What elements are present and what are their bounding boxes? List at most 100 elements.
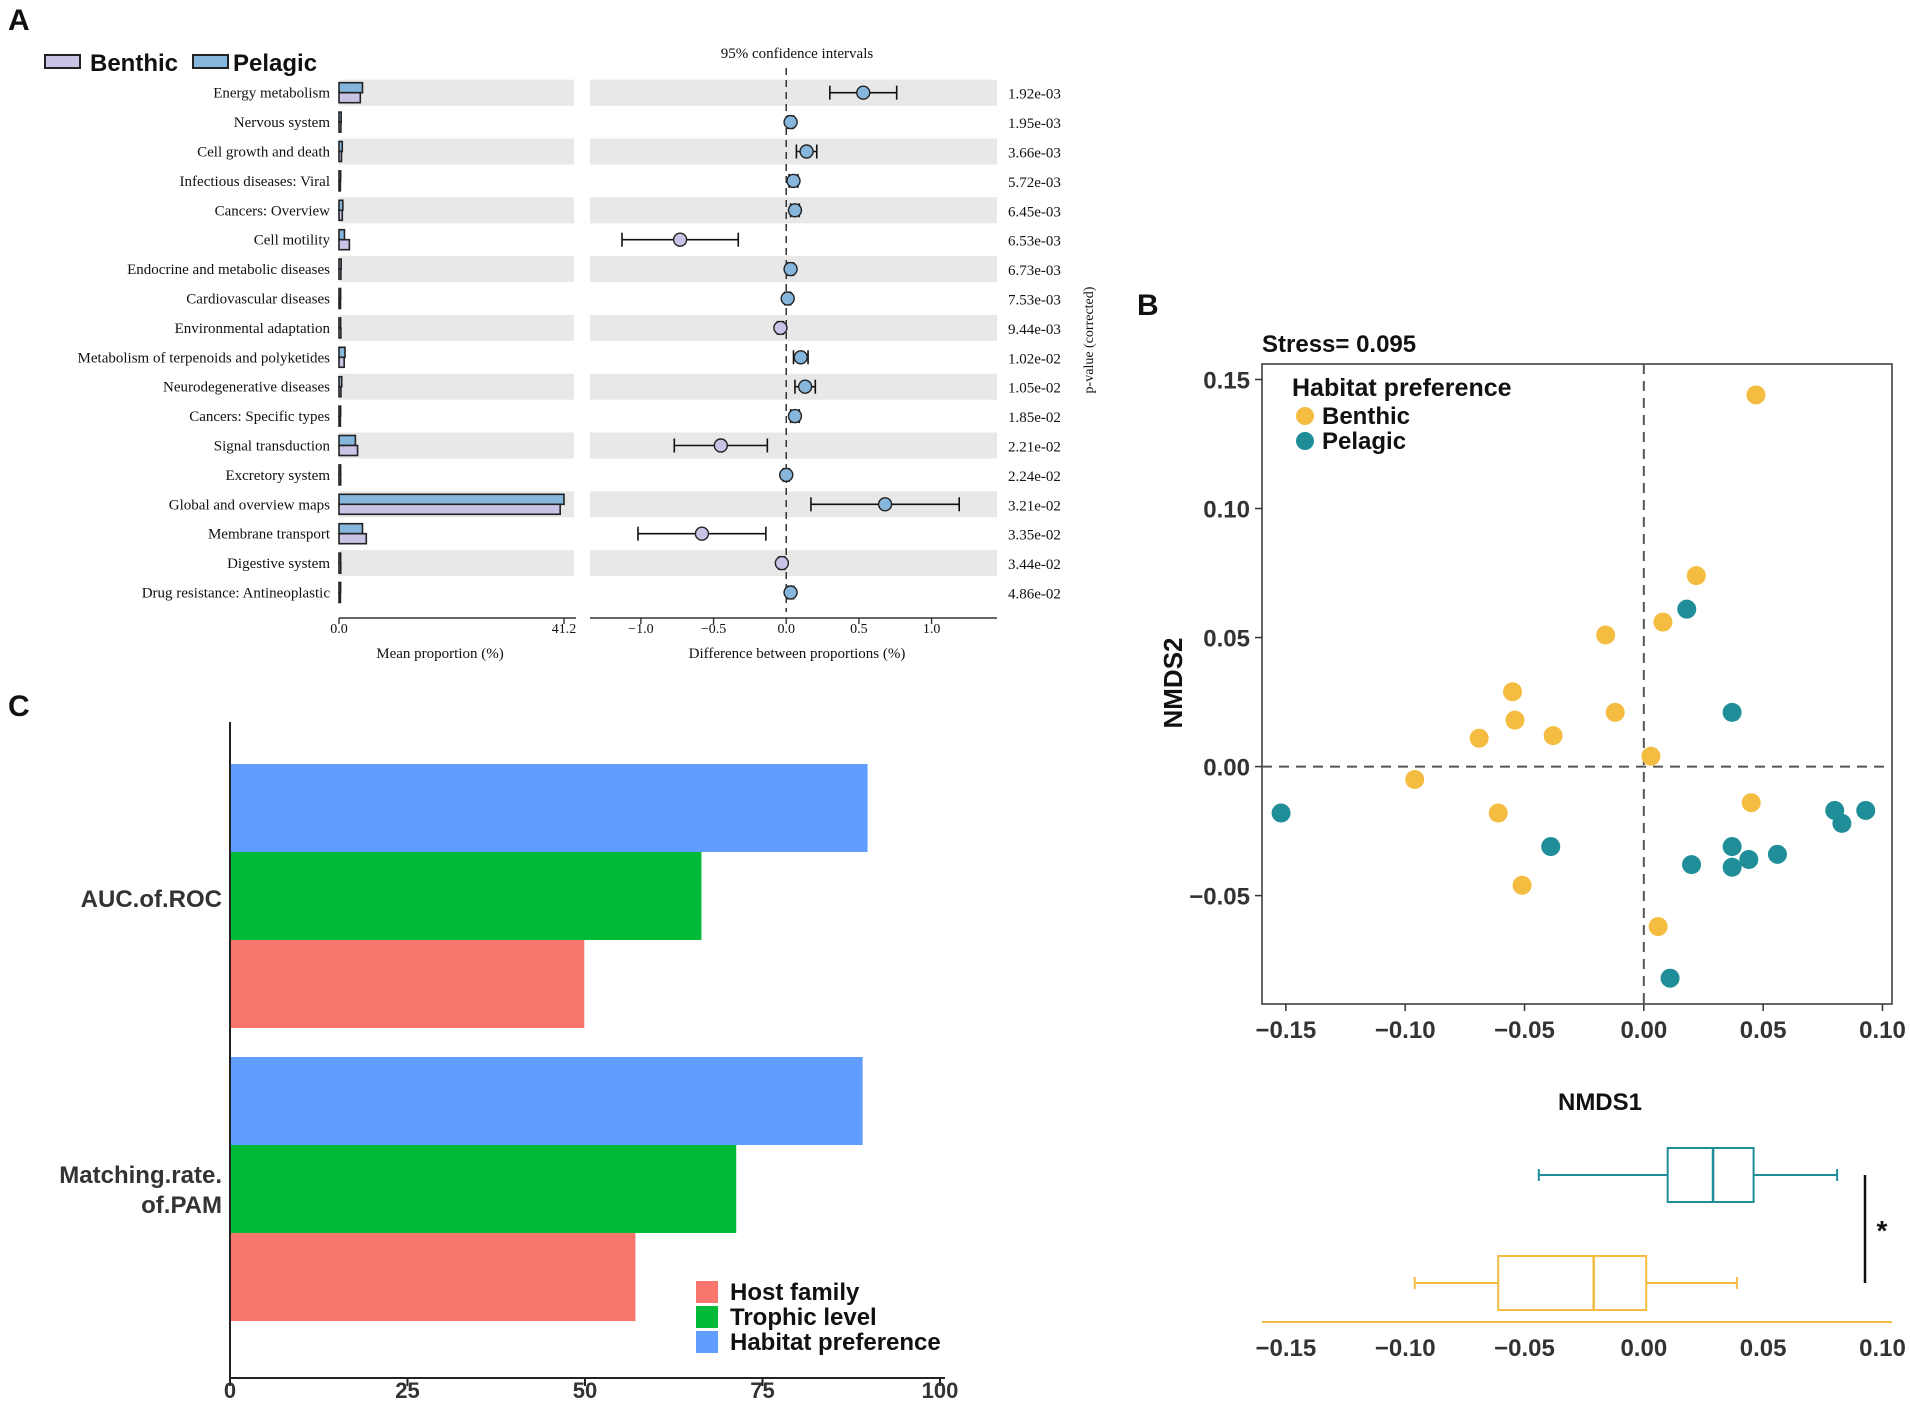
a-p-value: 1.05e-02 (1008, 381, 1061, 397)
a-bar-benthic (338, 180, 342, 192)
a-difference-point (672, 232, 688, 247)
a-bar-benthic (338, 591, 342, 604)
a-category-label: Infectious diseases: Viral (180, 174, 330, 190)
a-bar-pelagic (338, 581, 342, 594)
a-stripe-right (590, 314, 997, 341)
legend-pelagic-swatch (192, 54, 229, 69)
legend-benthic-label: Benthic (90, 50, 178, 77)
a-xlabel-right: Difference between proportions (%) (689, 646, 906, 662)
a-p-value: 2.24e-02 (1008, 469, 1061, 485)
c-legend-label: Trophic level (730, 1304, 877, 1331)
panel-label-a: A (8, 4, 30, 37)
b-box-benthic (1497, 1255, 1648, 1311)
a-bar-benthic (338, 474, 342, 486)
a-p-value: 3.44e-02 (1008, 557, 1061, 573)
a-bars (338, 81, 565, 604)
panel-label-c: C (8, 690, 30, 723)
b-point-benthic (1503, 682, 1523, 702)
b-point-benthic (1653, 612, 1673, 632)
a-p-values: 1.92e-03 1.95e-03 3.66e-03 5.72e-03 6.45e-03… (1008, 87, 1061, 603)
a-difference-point (877, 497, 893, 512)
c-legend-swatch (696, 1281, 718, 1303)
b-point-pelagic (1767, 844, 1787, 864)
a-category-label: Energy metabolism (213, 86, 330, 102)
b-point-pelagic (1271, 803, 1291, 823)
a-right-tick-label: 1.0 (923, 622, 941, 637)
b-legend-title: Habitat preference (1292, 374, 1512, 402)
legend-pelagic-label: Pelagic (233, 50, 317, 77)
b-point-benthic (1641, 746, 1661, 766)
a-right-tick-label: 0.5 (850, 622, 868, 637)
b-x-tick-label: 0.05 (1740, 1017, 1787, 1044)
c-legend-swatch (696, 1331, 718, 1353)
a-bar-pelagic (338, 522, 364, 535)
a-difference-point (856, 85, 871, 100)
b-box-x-tick-label: −0.05 (1494, 1335, 1555, 1362)
b-box-x-tick-label: −0.10 (1375, 1335, 1436, 1362)
b-point-benthic (1469, 728, 1489, 748)
a-p-value: 1.85e-02 (1008, 410, 1061, 426)
b-point-benthic (1741, 793, 1761, 813)
b-box-x-tick-label: −0.15 (1255, 1335, 1316, 1362)
a-category-label: Signal transduction (214, 439, 331, 455)
b-boxplots: −0.15 −0.10 −0.05 0.00 0.05 0.10 (1255, 1147, 1906, 1362)
a-bar-benthic (338, 356, 345, 369)
a-bar-pelagic (338, 199, 344, 212)
a-bar-benthic (338, 532, 368, 545)
a-bar-pelagic (338, 111, 342, 123)
a-category-label: Endocrine and metabolic diseases (127, 262, 330, 278)
b-points (1271, 385, 1876, 988)
b-y-tick-label: −0.05 (1189, 884, 1250, 911)
b-legend-pelagic-label: Pelagic (1322, 428, 1406, 455)
a-bar-pelagic (338, 346, 346, 359)
a-bar-benthic (338, 562, 342, 574)
a-stripe-left (339, 373, 574, 400)
b-box-x-tick-label: 0.00 (1620, 1335, 1667, 1362)
a-category-label: Cancers: Overview (215, 203, 331, 219)
a-difference-point (797, 379, 813, 394)
c-bar-habitat-preference (230, 764, 868, 852)
a-bar-pelagic (338, 140, 344, 153)
c-bar-trophic-level (230, 852, 702, 940)
b-point-benthic (1505, 710, 1525, 730)
a-bar-benthic (338, 238, 351, 251)
panel-label-b: B (1137, 289, 1159, 322)
c-bars (230, 764, 868, 1321)
a-stripe-right (590, 550, 997, 577)
a-p-value: 3.66e-03 (1008, 146, 1061, 162)
panel-c-model-performance: 0 25 50 75 100 AUC.of.ROC Matching.rate. of.PA… (59, 722, 958, 1403)
a-difference-point (793, 350, 808, 365)
b-point-pelagic (1722, 702, 1742, 722)
c-axes: 0 25 50 75 100 (224, 722, 958, 1403)
b-box-pelagic (1666, 1147, 1755, 1203)
b-reference-lines (1262, 364, 1892, 1004)
a-stripe-right (590, 79, 997, 106)
a-bar-benthic (338, 91, 362, 104)
panel-a-extended-error-bar: Benthic Pelagic 95% confidence intervals… (44, 46, 1097, 662)
a-difference-point (713, 438, 729, 453)
a-stripe-right (590, 373, 997, 400)
a-bar-pelagic (338, 317, 342, 329)
a-bar-pelagic (338, 405, 342, 417)
b-point-pelagic (1682, 855, 1702, 875)
a-difference-point (774, 555, 790, 571)
a-bar-benthic (338, 327, 342, 339)
b-y-tick-label: 0.05 (1203, 626, 1250, 653)
a-p-value: 6.45e-03 (1008, 204, 1061, 220)
a-bar-pelagic (338, 287, 342, 300)
a-difference-point (780, 291, 795, 306)
b-x-tick-label: −0.15 (1255, 1017, 1316, 1044)
a-stripe-right (590, 138, 997, 165)
a-category-label: Excretory system (225, 468, 330, 484)
b-point-benthic (1543, 726, 1563, 746)
a-bar-pelagic (338, 434, 357, 447)
a-stripe-left (339, 550, 574, 577)
a-difference-point (694, 526, 710, 541)
a-p-value: 7.53e-03 (1008, 293, 1061, 309)
a-stripe-right (590, 432, 997, 459)
a-difference-point (779, 467, 794, 483)
a-bar-pelagic (338, 81, 364, 94)
a-bar-pelagic (338, 375, 343, 388)
c-x-tick-label: 25 (395, 1378, 419, 1403)
